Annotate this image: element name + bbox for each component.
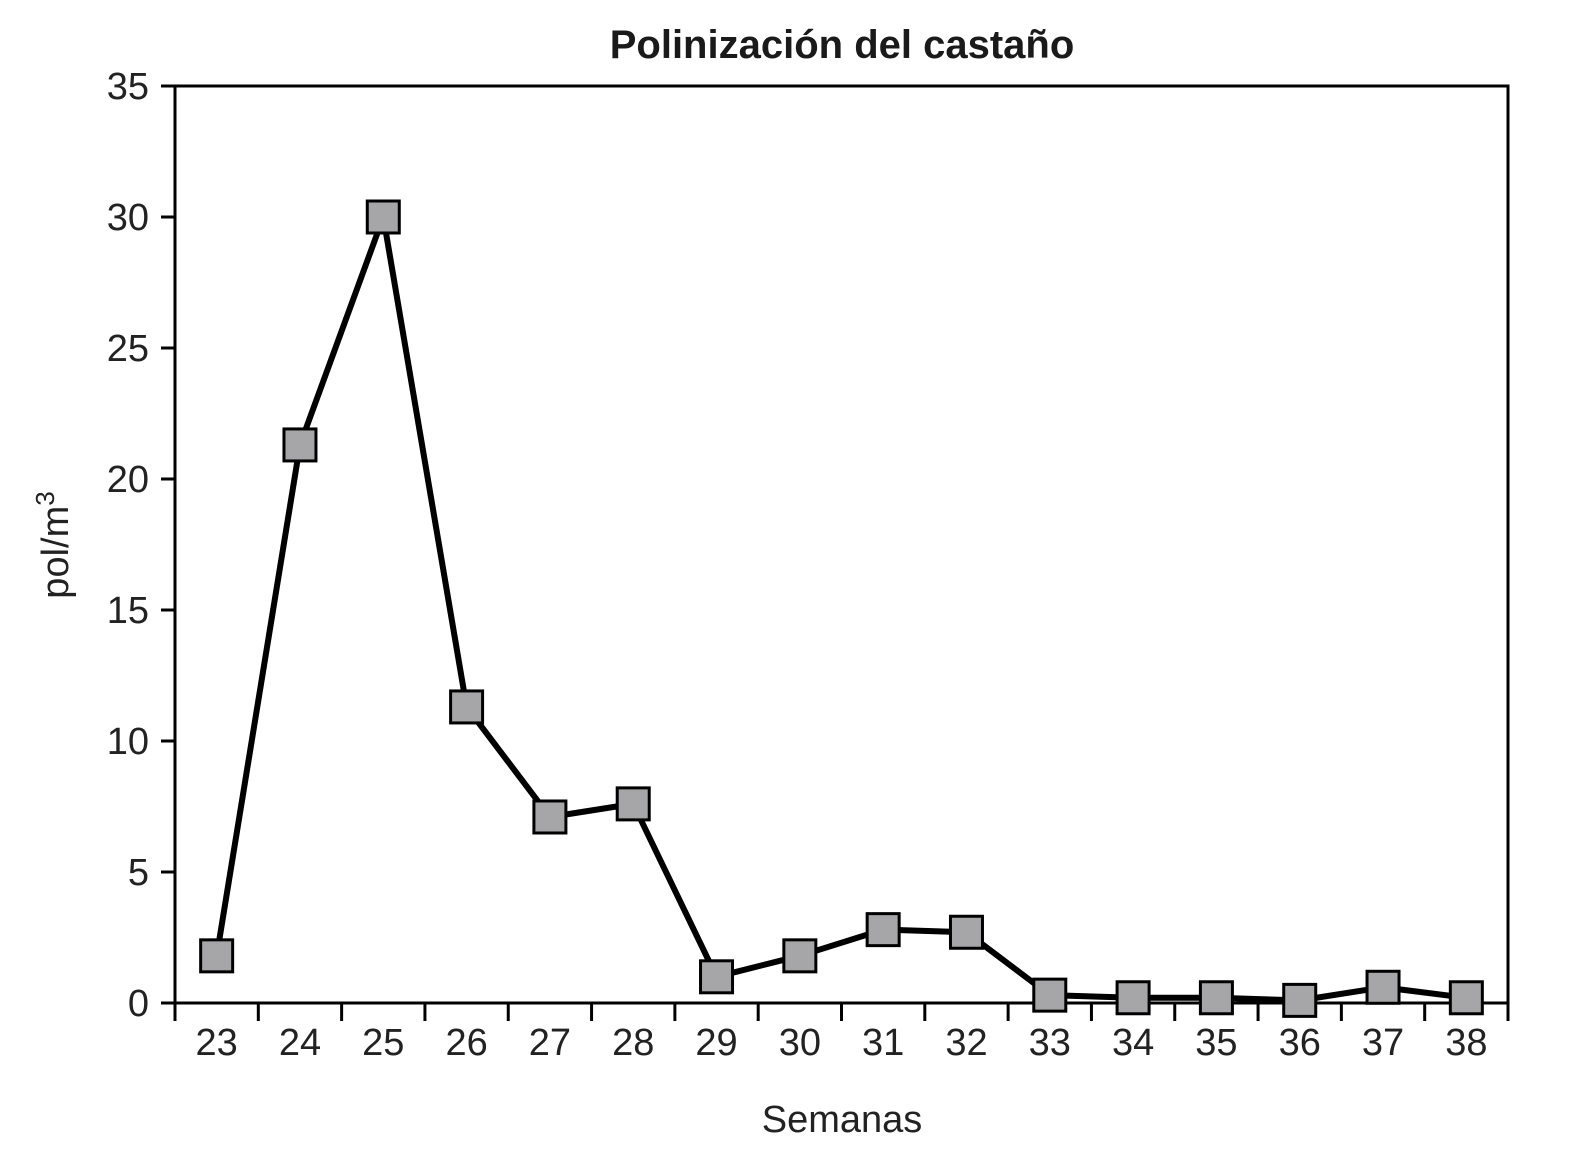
y-tick-label: 0 [128, 983, 149, 1025]
series-line [213, 214, 1467, 1004]
y-axis: 0 5 10 15 20 25 30 35 [107, 66, 175, 1025]
data-point-week-28 [615, 786, 651, 822]
x-tick-label: 25 [362, 1022, 404, 1064]
x-tick-label: 37 [1362, 1022, 1404, 1064]
data-point-week-36 [1282, 982, 1318, 1018]
y-tick-label: 10 [107, 721, 149, 763]
data-point-week-31 [865, 912, 901, 948]
y-tick-label: 15 [107, 590, 149, 632]
x-tick-label: 33 [1029, 1022, 1071, 1064]
x-axis-label: Semanas [762, 1099, 923, 1141]
y-tick-label: 5 [128, 852, 149, 894]
y-tick-label: 30 [107, 197, 149, 239]
data-point-week-27 [532, 799, 568, 835]
y-tick-label: 35 [107, 66, 149, 108]
x-tick-label: 29 [695, 1022, 737, 1064]
x-tick-label: 32 [945, 1022, 987, 1064]
data-point-week-24 [282, 427, 318, 463]
x-tick-label: 31 [862, 1022, 904, 1064]
x-tick-label: 36 [1279, 1022, 1321, 1064]
y-tick-label: 20 [107, 459, 149, 501]
x-axis: 23 24 25 26 27 28 29 30 31 32 33 34 35 36 37 38 [173, 1003, 1510, 1064]
data-point-week-33 [1032, 977, 1068, 1013]
y-axis-label-superscript: 3 [30, 491, 60, 505]
chart-title: Polinización del castaño [610, 23, 1075, 67]
y-axis-label-base: pol/m [35, 506, 77, 599]
data-point-week-29 [699, 959, 735, 995]
x-tick-label: 23 [196, 1022, 238, 1064]
x-tick-label: 24 [279, 1022, 321, 1064]
data-point-week-32 [948, 914, 984, 950]
data-point-week-23 [199, 938, 235, 974]
x-tick-label: 26 [445, 1022, 487, 1064]
x-tick-label: 38 [1445, 1022, 1487, 1064]
x-tick-label: 28 [612, 1022, 654, 1064]
data-point-week-38 [1448, 980, 1484, 1016]
y-axis-label: pol/m3 [30, 491, 77, 598]
x-tick-label: 30 [779, 1022, 821, 1064]
data-point-week-26 [449, 689, 485, 725]
data-point-week-25 [365, 199, 401, 235]
data-point-week-37 [1365, 969, 1401, 1005]
data-point-week-35 [1198, 980, 1234, 1016]
x-tick-label: 34 [1112, 1022, 1154, 1064]
data-point-week-34 [1115, 980, 1151, 1016]
series-markers [199, 199, 1484, 1018]
x-tick-label: 35 [1195, 1022, 1237, 1064]
data-point-week-30 [782, 938, 818, 974]
x-tick-label: 27 [529, 1022, 571, 1064]
y-tick-label: 25 [107, 328, 149, 370]
